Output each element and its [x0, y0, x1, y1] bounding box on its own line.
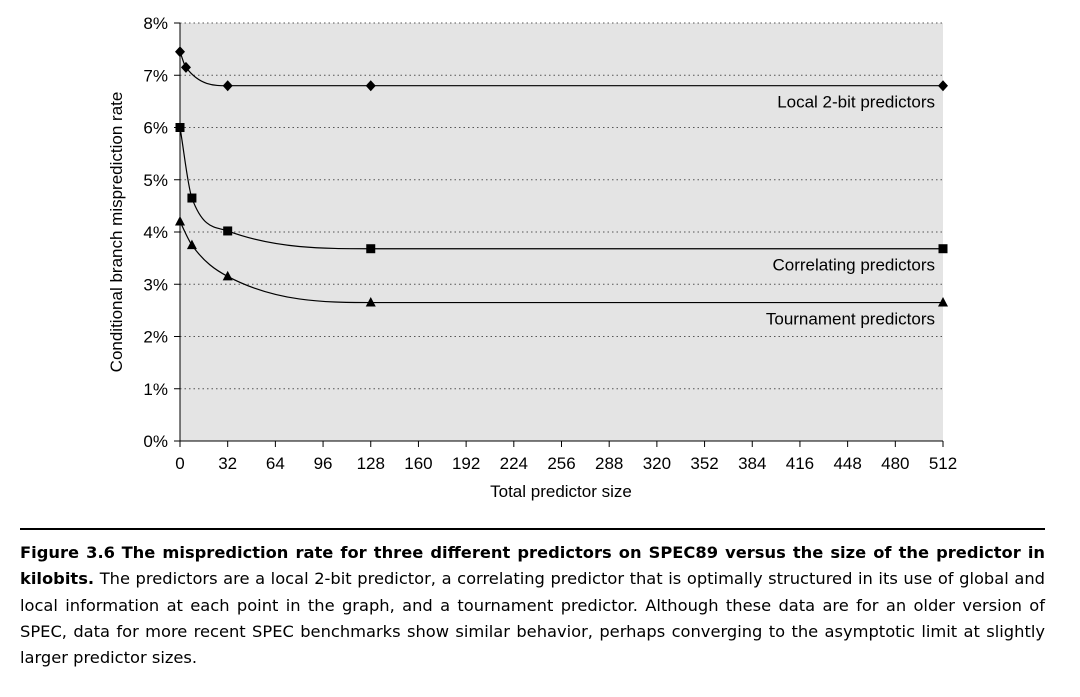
x-tick-label: 64	[266, 454, 285, 473]
series-group: Local 2-bit predictors Correlating predic…	[175, 46, 948, 329]
data-point	[366, 244, 376, 254]
caption-body: The predictors are a local 2-bit predict…	[20, 569, 1045, 668]
figure-caption: Figure 3.6 The misprediction rate for th…	[20, 540, 1045, 671]
data-point	[175, 46, 185, 58]
x-tick-label: 0	[175, 454, 184, 473]
series-tournament-predictors: Tournament predictors	[175, 216, 948, 329]
x-axis-label: Total predictor size	[490, 482, 632, 501]
misprediction-chart: 0% 1% 2% 3% 4% 5% 6% 7% 8% 0 32 64 96 128 160 192 224 25…	[107, 14, 957, 501]
y-tick-label: 4%	[143, 223, 168, 242]
caption-label: Figure 3.6	[20, 543, 115, 562]
data-point	[222, 270, 233, 281]
y-tick-label: 8%	[143, 14, 168, 33]
y-tick-label: 2%	[143, 328, 168, 347]
x-tick-label: 512	[929, 454, 957, 473]
y-tick-label: 6%	[143, 119, 168, 138]
x-tick-label: 224	[500, 454, 528, 473]
x-tick-label: 416	[786, 454, 814, 473]
gridlines	[180, 22, 943, 390]
x-tick-label: 288	[595, 454, 623, 473]
data-point	[938, 244, 948, 254]
data-point	[222, 80, 233, 92]
data-point	[365, 297, 376, 307]
data-point	[187, 193, 197, 203]
x-tick-label: 192	[452, 454, 480, 473]
data-point	[175, 123, 185, 132]
x-tick-label: 128	[357, 454, 385, 473]
x-tick-label: 352	[690, 454, 718, 473]
x-tick-label: 384	[738, 454, 766, 473]
x-tick-label: 160	[404, 454, 432, 473]
data-point	[938, 80, 948, 92]
data-point	[938, 297, 948, 307]
y-tick-label: 5%	[143, 171, 168, 190]
data-point	[180, 61, 191, 73]
caption-divider	[20, 528, 1045, 530]
y-tick-label: 7%	[143, 66, 168, 85]
data-point	[186, 239, 197, 250]
x-tick-label: 256	[547, 454, 575, 473]
y-tick-label: 0%	[143, 432, 168, 451]
series-label: Tournament predictors	[766, 310, 935, 329]
y-tick-label: 1%	[143, 380, 168, 399]
x-tick-label: 480	[881, 454, 909, 473]
x-tick-label: 32	[218, 454, 237, 473]
caption-title: The misprediction rate for three differe…	[20, 543, 1045, 589]
y-ticks: 0% 1% 2% 3% 4% 5% 6% 7% 8%	[143, 14, 180, 451]
x-tick-label: 320	[643, 454, 671, 473]
data-point	[365, 80, 376, 92]
series-label: Local 2-bit predictors	[777, 93, 935, 112]
y-axis-label: Conditional branch misprediction rate	[107, 92, 126, 373]
x-ticks: 0 32 64 96 128 160 192 224 256 288 320 352 384 416 448…	[175, 441, 957, 473]
data-point	[175, 216, 185, 226]
data-point	[223, 226, 233, 236]
x-tick-label: 96	[314, 454, 333, 473]
x-tick-label: 448	[833, 454, 861, 473]
series-label: Correlating predictors	[772, 256, 935, 275]
y-tick-label: 3%	[143, 275, 168, 294]
series-local-2-bit-predictors: Local 2-bit predictors	[175, 46, 948, 112]
series-correlating-predictors: Correlating predictors	[175, 123, 948, 275]
